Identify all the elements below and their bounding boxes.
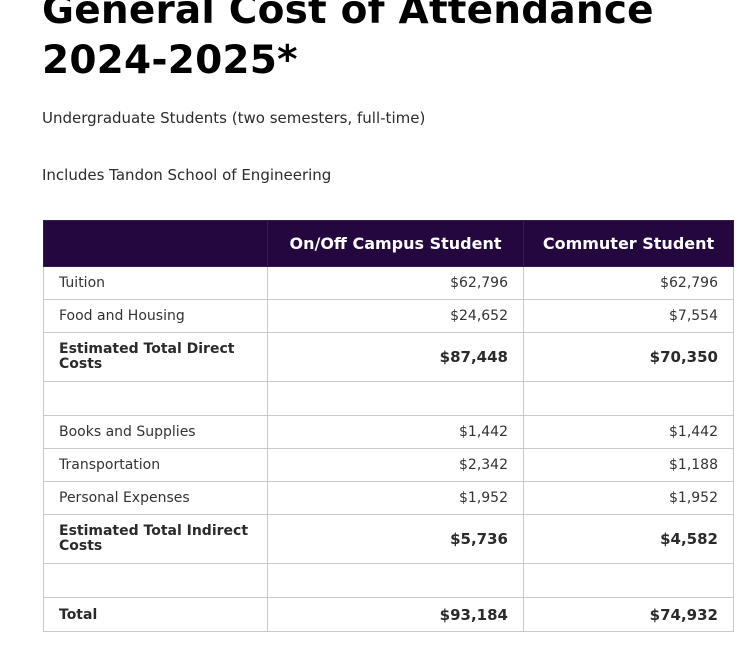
on-off-value: $87,448 bbox=[267, 332, 524, 382]
on-off-value: $24,652 bbox=[267, 299, 524, 333]
on-off-value: $5,736 bbox=[267, 514, 524, 564]
on-off-value: $93,184 bbox=[267, 597, 524, 632]
table-row-food-housing: Food and Housing $24,652 $7,554 bbox=[43, 299, 734, 333]
table-header-row: On/Off Campus Student Commuter Student bbox=[43, 220, 734, 267]
header-empty bbox=[43, 220, 268, 267]
cost-table: On/Off Campus Student Commuter Student T… bbox=[43, 220, 734, 632]
title-line-1: General Cost of Attendance bbox=[42, 0, 654, 33]
on-off-value: $1,952 bbox=[267, 481, 524, 515]
commuter-value: $74,932 bbox=[523, 597, 734, 632]
table-row-personal-expenses: Personal Expenses $1,952 $1,952 bbox=[43, 481, 734, 515]
title-line-2: 2024-2025* bbox=[42, 38, 298, 83]
on-off-value: $1,442 bbox=[267, 415, 524, 449]
table-row-books-supplies: Books and Supplies $1,442 $1,442 bbox=[43, 415, 734, 449]
row-label: Books and Supplies bbox=[43, 415, 268, 449]
student-type-subtitle: Undergraduate Students (two semesters, f… bbox=[42, 109, 426, 127]
row-label: Estimated Total Direct Costs bbox=[43, 332, 268, 382]
commuter-value: $70,350 bbox=[523, 332, 734, 382]
table-row-empty bbox=[43, 381, 734, 416]
commuter-value: $1,442 bbox=[523, 415, 734, 449]
empty-cell bbox=[523, 381, 734, 416]
empty-cell bbox=[43, 563, 268, 598]
commuter-value: $1,188 bbox=[523, 448, 734, 482]
row-label: Personal Expenses bbox=[43, 481, 268, 515]
table-row-tuition: Tuition $62,796 $62,796 bbox=[43, 266, 734, 300]
row-label: Food and Housing bbox=[43, 299, 268, 333]
table-row-grand-total: Total $93,184 $74,932 bbox=[43, 597, 734, 632]
school-note: Includes Tandon School of Engineering bbox=[42, 166, 332, 184]
page-title: General Cost of Attendance 2024-2025* bbox=[42, 0, 654, 86]
table-row-total-direct: Estimated Total Direct Costs $87,448 $70… bbox=[43, 332, 734, 382]
commuter-value: $4,582 bbox=[523, 514, 734, 564]
row-label: Transportation bbox=[43, 448, 268, 482]
commuter-value: $62,796 bbox=[523, 266, 734, 300]
empty-cell bbox=[523, 563, 734, 598]
table-row-transportation: Transportation $2,342 $1,188 bbox=[43, 448, 734, 482]
empty-cell bbox=[267, 563, 524, 598]
table-row-empty bbox=[43, 563, 734, 598]
empty-cell bbox=[43, 381, 268, 416]
commuter-value: $1,952 bbox=[523, 481, 734, 515]
on-off-value: $2,342 bbox=[267, 448, 524, 482]
table-row-total-indirect: Estimated Total Indirect Costs $5,736 $4… bbox=[43, 514, 734, 564]
header-on-off-campus: On/Off Campus Student bbox=[267, 220, 524, 267]
row-label: Tuition bbox=[43, 266, 268, 300]
empty-cell bbox=[267, 381, 524, 416]
on-off-value: $62,796 bbox=[267, 266, 524, 300]
commuter-value: $7,554 bbox=[523, 299, 734, 333]
header-commuter: Commuter Student bbox=[523, 220, 734, 267]
row-label: Estimated Total Indirect Costs bbox=[43, 514, 268, 564]
row-label: Total bbox=[43, 597, 268, 632]
